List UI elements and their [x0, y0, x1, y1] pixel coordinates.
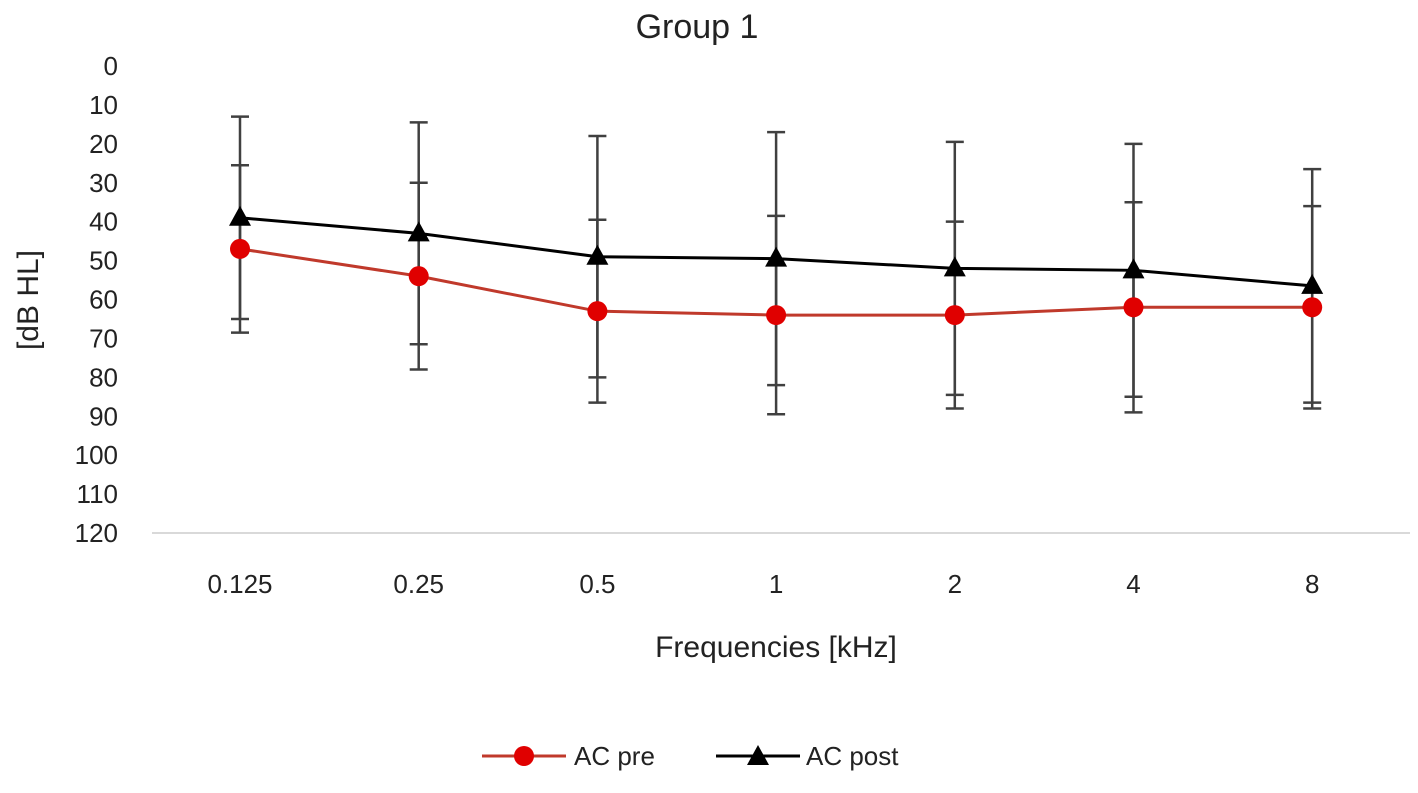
legend-label-ac-pre: AC pre: [574, 741, 655, 771]
series-marker-group: [229, 205, 1324, 326]
data-point-ac-post: [1301, 273, 1324, 294]
y-tick-label: 40: [89, 207, 118, 237]
x-tick-label: 0.5: [579, 569, 615, 599]
data-point-ac-post: [229, 205, 251, 226]
y-tick-label: 30: [89, 168, 118, 198]
y-tick-label: 0: [104, 51, 118, 81]
x-tick-label: 2: [948, 569, 962, 599]
x-tick-label: 0.25: [393, 569, 444, 599]
data-point-ac-pre: [1123, 297, 1144, 318]
data-point-ac-pre: [587, 301, 608, 322]
y-tick-label: 50: [89, 246, 118, 276]
legend-marker-ac-pre: [514, 746, 534, 766]
x-tick-label: 4: [1126, 569, 1140, 599]
data-point-ac-pre: [766, 305, 787, 326]
y-tick-label: 100: [75, 440, 118, 470]
legend-marker-ac-post: [747, 745, 769, 765]
y-tick-label: 60: [89, 285, 118, 315]
y-tick-label: 110: [77, 479, 118, 509]
y-tick-label: 80: [89, 362, 118, 392]
data-point-ac-pre: [230, 238, 250, 259]
data-point-ac-pre: [1302, 297, 1323, 318]
chart-title: Group 1: [636, 8, 759, 46]
data-point-ac-pre: [408, 266, 429, 287]
x-tick-label: 8: [1305, 569, 1319, 599]
x-axis-label: Frequencies [kHz]: [655, 631, 897, 664]
y-tick-label: 20: [89, 129, 118, 159]
y-tick-label: 120: [75, 518, 118, 548]
data-point-ac-post: [765, 246, 788, 267]
legend-label-ac-post: AC post: [806, 741, 899, 771]
y-axis-label: [dB HL]: [12, 250, 45, 350]
data-point-ac-post: [586, 244, 609, 265]
data-point-ac-pre: [944, 305, 965, 326]
y-tick-group: 0 10 20 30 40 50 60 70 80 90 100 110 120: [75, 51, 118, 548]
data-point-ac-post: [407, 221, 430, 242]
x-tick-label: 0.125: [207, 569, 272, 599]
legend: AC pre AC post: [482, 741, 899, 771]
y-tick-label: 10: [89, 90, 118, 120]
x-tick-label: 1: [769, 569, 783, 599]
y-tick-label: 70: [89, 323, 118, 353]
data-point-ac-post: [943, 256, 966, 277]
data-point-ac-post: [1122, 258, 1145, 279]
x-tick-group: 0.125 0.25 0.5 1 2 4 8: [207, 569, 1319, 599]
y-tick-label: 90: [89, 401, 118, 431]
